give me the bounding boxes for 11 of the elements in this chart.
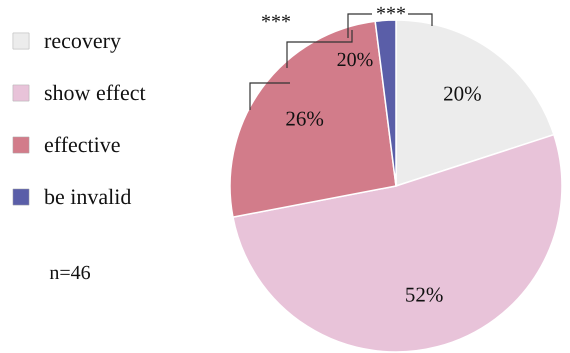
data-label: 20% — [443, 82, 482, 106]
data-label: 26% — [285, 106, 324, 131]
text: n=46 — [49, 262, 91, 284]
text: 20% — [336, 49, 374, 71]
legend-label: effective — [44, 132, 121, 157]
data-label: 52% — [404, 282, 444, 306]
legend-label: be invalid — [44, 184, 132, 209]
legend-label: recovery — [44, 28, 121, 53]
legend-label: show effect — [44, 80, 146, 105]
text: *** — [261, 11, 291, 33]
text: *** — [376, 3, 406, 25]
